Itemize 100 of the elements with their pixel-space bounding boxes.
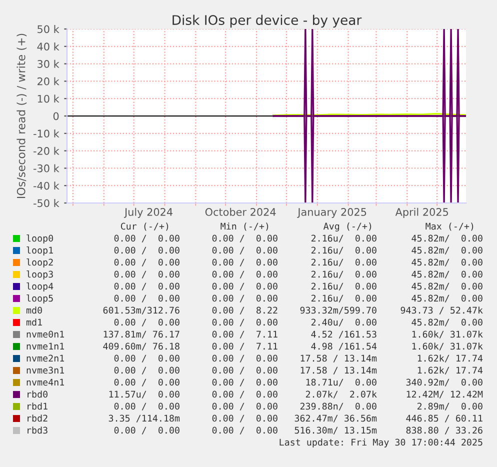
text: 0.00 / 0.00	[212, 258, 278, 266]
text: Last update: Fri May 30 17:00:44 2025	[280, 438, 482, 448]
text: 18.71u/ 0.00	[306, 378, 376, 386]
text: 45.82m/ 0.00	[412, 294, 482, 302]
text: 362.47m/ 36.56m	[294, 414, 377, 422]
text: 0.00 / 0.00	[212, 270, 278, 278]
text: 45.82m/ 0.00	[412, 234, 482, 242]
text: 2.40u/ 0.00	[311, 318, 376, 326]
text: Cur (-/+)	[120, 222, 168, 231]
text: 239.88n/ 0.00	[300, 402, 376, 410]
text: 2.16u/ 0.00	[311, 294, 376, 302]
text: 45.82m/ 0.00	[412, 258, 482, 266]
y-tick-label: 40 k	[37, 42, 60, 51]
text: 17.58 / 13.14m	[300, 366, 377, 374]
text: 2.16u/ 0.00	[311, 270, 376, 278]
text: 0.00 / 0.00	[212, 282, 278, 290]
text: 2.16u/ 0.00	[311, 246, 376, 254]
text: 0.00 / 0.00	[212, 294, 278, 302]
text: 45.82m/ 0.00	[412, 318, 482, 326]
text: 3.35 /114.18m	[108, 414, 180, 422]
y-axis-title: IOs/second read (-) / write (+)	[16, 34, 27, 198]
text: 0.00 / 0.00	[114, 318, 180, 326]
text: 0.00 / 0.00	[212, 354, 278, 362]
text: 0.00 / 8.22	[212, 306, 278, 314]
text: 340.92m/ 0.00	[406, 378, 482, 386]
y-tick-label: -30 k	[34, 164, 60, 172]
legend-label: md0	[26, 306, 42, 314]
y-tick-label: 50 k	[38, 25, 60, 34]
text: 0.00 / 0.00	[114, 282, 180, 290]
text: 0.00 / 0.00	[212, 366, 278, 374]
y-tick-label: -40 k	[34, 182, 60, 190]
text: 0.00 / 0.00	[212, 390, 278, 398]
text: 12.42M/ 12.42M	[406, 390, 483, 398]
text: 0.00 / 0.00	[212, 426, 278, 434]
text: 0.00 / 7.11	[212, 330, 278, 338]
text: 0.00 / 0.00	[212, 234, 278, 242]
text: 1.60k/ 31.07k	[412, 342, 483, 350]
text: 446.85 / 60.11	[406, 414, 482, 422]
text: 0.00 / 0.00	[114, 294, 180, 302]
chart-title: Disk IOs per device - by year	[172, 14, 362, 28]
text: 11.57u/ 0.00	[109, 390, 180, 398]
y-tick-label: 30 k	[38, 60, 60, 68]
text: 0.00 / 0.00	[114, 426, 180, 434]
text: 0.00 / 0.00	[114, 378, 180, 386]
text: 45.82m/ 0.00	[412, 270, 482, 278]
text: Max (-/+)	[426, 222, 474, 231]
legend-label: nvme2n1	[26, 354, 64, 362]
y-tick-label: -50 k	[34, 199, 60, 208]
y-tick-label: -20 k	[34, 146, 60, 155]
x-tick-label: July 2024	[124, 208, 172, 218]
text: 516.30m/ 13.15m	[294, 426, 377, 434]
text: 0.00 / 0.00	[212, 318, 278, 326]
legend-label: loop2	[26, 258, 53, 268]
legend-label: loop1	[26, 246, 53, 256]
text: 0.00 / 7.11	[212, 342, 278, 350]
text: 2.16u/ 0.00	[311, 258, 376, 266]
x-tick-label: April 2025	[395, 208, 448, 218]
legend-label: md1	[26, 318, 42, 326]
legend-label: rbd2	[28, 414, 48, 422]
text: 0.00 / 0.00	[114, 246, 180, 254]
legend-label: loop4	[26, 282, 54, 292]
y-tick-label: 20 k	[38, 77, 60, 86]
text: 1.62k/ 17.74	[418, 366, 483, 374]
y-tick-label: 0	[53, 112, 59, 120]
y-tick-label: 10 k	[38, 94, 60, 103]
text: 2.89m/ 0.00	[417, 402, 482, 410]
text: 0.00 / 0.00	[212, 414, 278, 422]
legend-label: rbd1	[28, 402, 48, 410]
text: 0.00 / 0.00	[114, 354, 180, 362]
text: 0.00 / 0.00	[114, 270, 180, 278]
text: 4.98 /161.54	[311, 342, 377, 350]
legend-label: loop5	[26, 294, 53, 304]
legend-label: nvme0n1	[26, 330, 64, 338]
text: 0.00 / 0.00	[212, 402, 278, 410]
text: 0.00 / 0.00	[212, 246, 278, 254]
legend-label: loop3	[26, 270, 53, 280]
text: 0.00 / 0.00	[114, 366, 180, 374]
text: 601.53m/312.76	[103, 306, 180, 314]
x-tick-label: October 2024	[205, 208, 276, 216]
legend-label: nvme4n1	[26, 378, 64, 386]
text: 838.80 / 33.26	[406, 426, 482, 434]
text: 1.62k/ 17.74	[418, 354, 483, 362]
text: 2.16u/ 0.00	[311, 282, 376, 290]
text: 943.73 / 52.47k	[400, 306, 483, 314]
legend-label: nvme3n1	[26, 366, 64, 374]
legend-label: rbd0	[28, 390, 48, 398]
text: 137.81m/ 76.17	[104, 330, 180, 338]
legend-label: nvme1n1	[26, 342, 64, 350]
text: 933.32m/599.70	[300, 306, 376, 314]
text: 409.60m/ 76.18	[103, 342, 180, 350]
text: 4.52 /161.53	[311, 330, 376, 338]
text: 1.60k/ 31.07k	[412, 330, 483, 338]
text: 0.00 / 0.00	[114, 402, 180, 410]
legend-label: rbd3	[28, 426, 48, 434]
legend-label: loop0	[26, 234, 53, 244]
text: 0.00 / 0.00	[114, 234, 180, 242]
text: 45.82m/ 0.00	[412, 282, 482, 290]
x-tick-label: January 2025	[297, 208, 366, 218]
text: 0.00 / 0.00	[114, 258, 180, 266]
text: 45.82m/ 0.00	[412, 246, 482, 254]
